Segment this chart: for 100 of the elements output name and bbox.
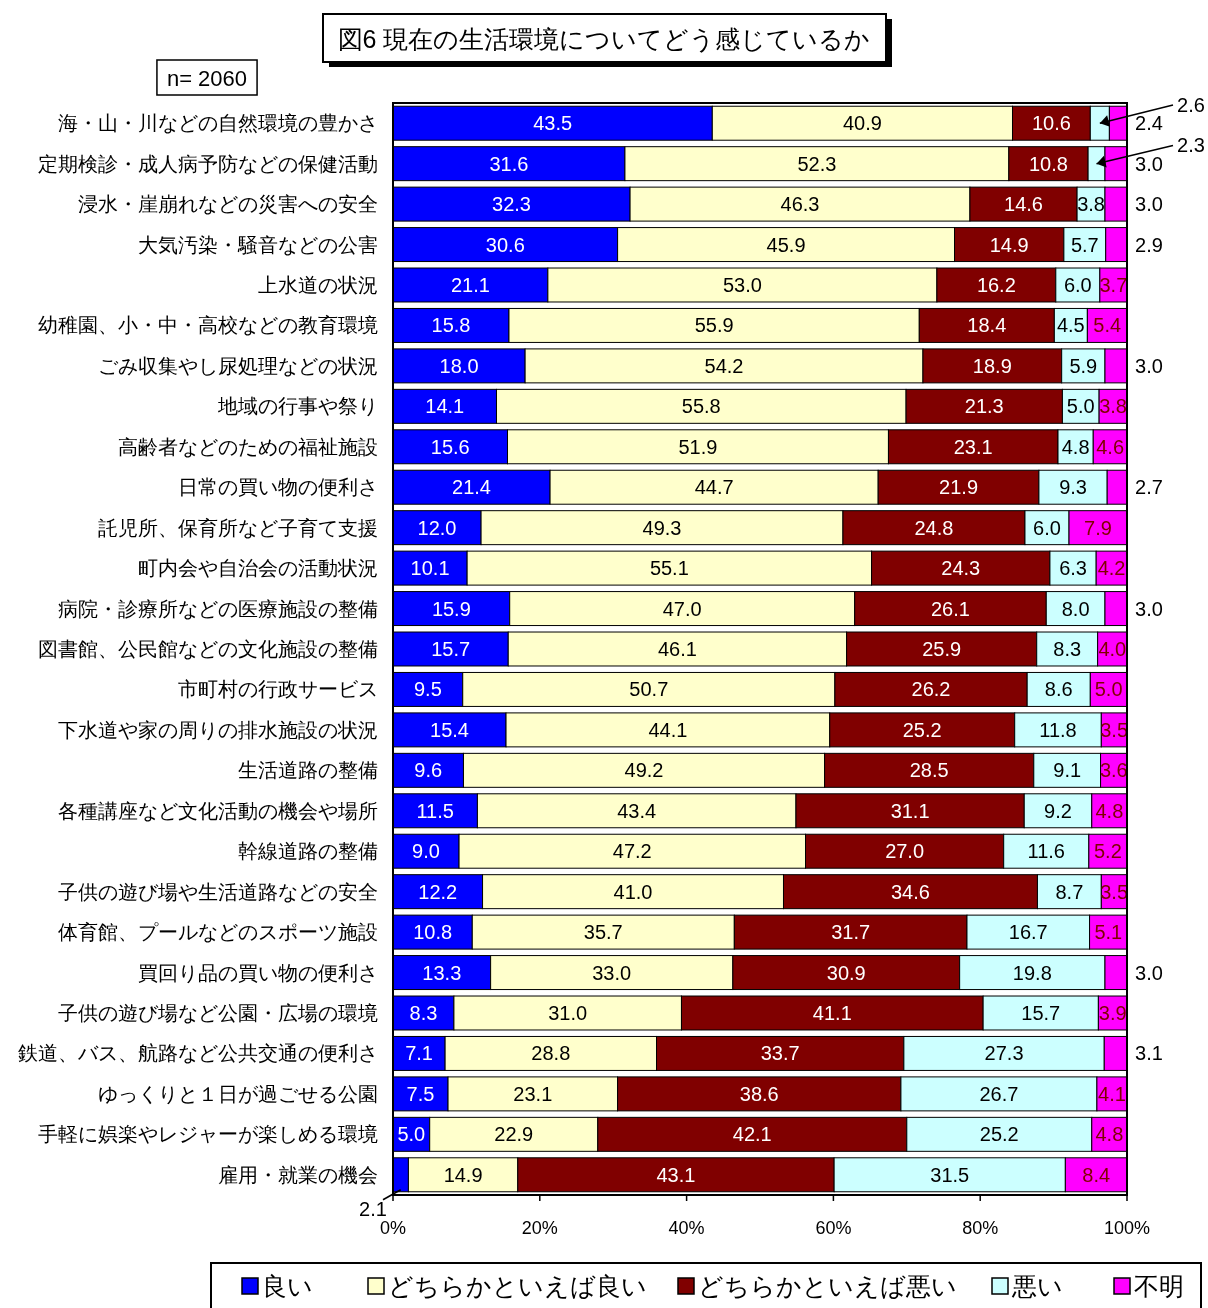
data-label: 4.6 (1096, 435, 1125, 458)
y-tick-label: 大気汚染・騒音などの公害 (138, 233, 378, 256)
data-label: 7.5 (406, 1082, 435, 1105)
text: n= 2060 (166, 66, 248, 91)
data-label: 15.6 (430, 435, 470, 458)
data-label: 3.7 (1099, 274, 1128, 296)
data-label: 9.6 (414, 759, 443, 782)
legend-label: 良い (262, 1272, 313, 1300)
data-label: 21.9 (939, 476, 979, 499)
y-tick-label: 高齢者などのための福祉施設 (118, 435, 378, 458)
y-tick-label: 手軽に娯楽やレジャーが楽しめる環境 (38, 1123, 378, 1146)
data-label: 43.5 (533, 112, 573, 135)
data-label: 4.8 (1095, 799, 1124, 822)
y-tick-label: 各種講座など文化活動の機会や場所 (58, 799, 378, 822)
data-label: 19.8 (1012, 961, 1052, 984)
data-label: 54.2 (704, 354, 744, 377)
data-label: 46.1 (657, 638, 697, 660)
y-tick-label: 海・山・川などの自然環境の豊かさ (58, 112, 378, 135)
data-label: 18.4 (967, 314, 1007, 337)
data-label: 7.9 (1084, 516, 1112, 539)
data-label: 6.3 (1059, 557, 1087, 580)
y-tick-label: 子供の遊び場や生活道路などの安全 (58, 880, 378, 903)
y-tick-label: 生活道路の整備 (238, 759, 378, 782)
data-label: 15.7 (1021, 1002, 1061, 1024)
data-label: 47.0 (662, 597, 702, 620)
data-label: 10.1 (410, 557, 450, 580)
data-label: 8.3 (409, 1002, 438, 1024)
data-label: 4.1 (1098, 1082, 1126, 1105)
data-label: 23.1 (513, 1082, 553, 1105)
data-label: 5.0 (397, 1123, 426, 1146)
data-label: 26.7 (979, 1082, 1019, 1105)
data-label: 28.5 (909, 759, 949, 782)
data-label: 8.3 (1053, 638, 1082, 660)
data-label: 21.3 (964, 395, 1004, 418)
data-label: 3.8 (1077, 193, 1105, 216)
data-label: 21.1 (450, 274, 490, 296)
data-label: 4.0 (1098, 638, 1127, 660)
x-tick-label: 0% (379, 1218, 407, 1238)
x-tick-label: 80% (962, 1218, 999, 1238)
data-label: 43.4 (617, 799, 657, 822)
y-tick-label: 上水道の状況 (258, 274, 378, 296)
data-label: 9.1 (1053, 759, 1082, 782)
data-label: 15.4 (430, 718, 469, 741)
data-label: 31.5 (930, 1163, 970, 1186)
y-tick-label: ゆっくりと１日が過ごせる公園 (98, 1082, 378, 1105)
data-label: 3.0 (1135, 193, 1163, 216)
data-label: 55.9 (694, 314, 734, 337)
data-label: 27.0 (885, 840, 925, 863)
y-tick-label: 浸水・崖崩れなどの災害への安全 (78, 193, 378, 216)
data-label: 12.2 (418, 880, 458, 903)
x-tick-label: 100% (1103, 1218, 1151, 1238)
y-tick-label: 市町村の行政サービス (178, 678, 378, 701)
x-tick-label: 60% (815, 1218, 852, 1238)
y-tick-label: 幹線道路の整備 (238, 840, 378, 863)
data-label: 31.1 (890, 799, 930, 822)
data-label: 3.0 (1135, 961, 1163, 984)
data-label: 55.1 (649, 557, 689, 580)
data-label: 22.9 (494, 1123, 534, 1146)
y-tick-label: 幼稚園、小・中・高校などの教育環境 (38, 314, 378, 337)
data-label: 30.9 (826, 961, 866, 984)
data-label: 8.4 (1082, 1163, 1111, 1186)
x-tick-label: 20% (521, 1218, 558, 1238)
data-label: 14.9 (989, 233, 1029, 256)
data-label: 14.9 (443, 1163, 483, 1186)
data-label: 10.6 (1031, 112, 1071, 135)
y-tick-label: 鉄道、バス、航路など公共交通の便利さ (18, 1042, 378, 1065)
y-tick-label: 買回り品の買い物の便利さ (138, 961, 378, 984)
data-label: 2.1 (359, 1197, 387, 1220)
data-label: 3.6 (1099, 759, 1128, 782)
data-label: 24.3 (941, 557, 981, 580)
data-label: 5.0 (1094, 678, 1123, 701)
data-label: 3.8 (1099, 395, 1127, 418)
data-label: 2.9 (1135, 233, 1163, 256)
data-label: 7.1 (405, 1042, 433, 1065)
data-label: 5.4 (1093, 314, 1122, 337)
data-label: 41.0 (613, 880, 653, 903)
data-label: 15.9 (431, 597, 471, 620)
data-label: 44.1 (648, 718, 688, 741)
data-label: 40.9 (842, 112, 882, 135)
data-label: 42.1 (732, 1123, 772, 1146)
data-label: 25.2 (902, 718, 942, 741)
data-label: 5.9 (1069, 354, 1098, 377)
data-label: 9.5 (413, 678, 442, 701)
data-label: 21.4 (452, 476, 492, 499)
data-label: 9.3 (1059, 476, 1087, 499)
data-label: 12.0 (417, 516, 457, 539)
data-label: 38.6 (739, 1082, 779, 1105)
y-tick-label: 子供の遊び場など公園・広場の環境 (58, 1002, 378, 1024)
data-label: 47.2 (612, 840, 652, 863)
data-label: 43.1 (656, 1163, 696, 1186)
data-label: 49.2 (624, 759, 664, 782)
data-label: 8.7 (1055, 880, 1084, 903)
y-tick-label: 地域の行事や祭り (217, 395, 378, 418)
data-label: 28.8 (531, 1042, 571, 1065)
data-label: 5.2 (1094, 840, 1122, 863)
data-label: 26.2 (911, 678, 951, 701)
data-label: 45.9 (766, 233, 806, 256)
data-label: 50.7 (629, 678, 669, 701)
data-label: 3.1 (1135, 1042, 1163, 1065)
data-label: 13.3 (422, 961, 462, 984)
